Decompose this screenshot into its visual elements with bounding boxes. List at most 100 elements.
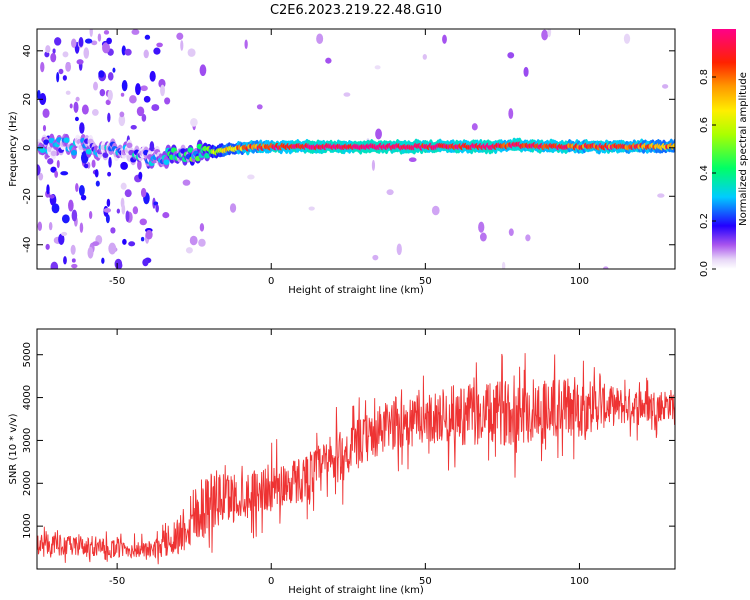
noise-cell [107, 112, 111, 123]
noise-cell [88, 211, 93, 219]
noise-cell [115, 262, 123, 269]
ridge-cell [39, 147, 46, 153]
noise-cell [38, 172, 44, 181]
noise-cell [65, 62, 72, 72]
ridge-cell [204, 152, 211, 159]
snr-x-label: Height of straight line (km) [288, 585, 424, 596]
noise-cell [132, 206, 139, 215]
noise-cell [112, 67, 116, 73]
noise-cell [79, 222, 84, 233]
noise-cell [396, 243, 402, 256]
colorbar-tick-label: 0.6 [699, 117, 710, 133]
noise-cell [386, 189, 394, 196]
noise-cell [442, 34, 447, 44]
noise-cell [422, 54, 427, 60]
noise-cell [189, 235, 198, 246]
noise-cell [162, 212, 170, 219]
spectrogram-cells [37, 29, 675, 269]
spectrogram-y-axis: -40 -20 0 20 40 [22, 44, 675, 253]
x-tick-label: -50 [109, 576, 125, 587]
noise-cell [120, 182, 127, 190]
spectrogram-x-label: Height of straight line (km) [288, 285, 424, 296]
noise-cell [107, 89, 113, 101]
ridge-cell [43, 139, 50, 145]
noise-cell [623, 33, 631, 44]
noise-cell [547, 29, 552, 38]
noise-cell [662, 84, 669, 89]
x-tick-label: -50 [109, 276, 125, 287]
noise-cell [374, 65, 381, 70]
noise-cell [71, 209, 78, 222]
spectrogram-panel: -50 0 50 100 -40 -20 0 20 40 Height of straight… [8, 28, 676, 296]
noise-cell [160, 84, 165, 97]
noise-cell [125, 210, 130, 222]
noise-cell [541, 29, 549, 41]
noise-cell [375, 128, 382, 140]
noise-cell [68, 199, 74, 212]
spectrogram-x-axis: -50 0 50 100 [109, 29, 589, 287]
colorbar-gradient [712, 29, 736, 269]
noise-cell [106, 198, 111, 207]
noise-cell [56, 72, 60, 83]
noise-cell [199, 223, 205, 232]
noise-cell [371, 159, 376, 171]
noise-cell [142, 258, 149, 267]
noise-cell [101, 257, 105, 264]
noise-cell [37, 164, 41, 176]
noise-cell [75, 183, 79, 192]
noise-cell [45, 243, 50, 250]
ridge-cell [672, 143, 675, 149]
noise-cell [155, 204, 159, 213]
colorbar: 0.0 0.2 0.4 0.6 0.8 Normalized spectral ampl… [699, 29, 749, 277]
noise-cell [47, 158, 54, 165]
figure-title: C2E6.2023.219.22.48.G10 [270, 3, 442, 18]
colorbar-label: Normalized spectral amplitude [738, 72, 749, 226]
noise-cell [124, 48, 132, 56]
y-tick-label: 0 [22, 145, 33, 151]
noise-cell [91, 159, 96, 168]
noise-cell [63, 256, 67, 265]
noise-cell [58, 233, 65, 245]
noise-cell [141, 114, 147, 122]
snr-x-axis: -50 0 50 100 [109, 329, 589, 587]
noise-cell [190, 117, 198, 127]
noise-cell [70, 244, 76, 255]
ridge-cell [70, 149, 77, 156]
noise-cell [507, 52, 515, 59]
spectrogram-marks [37, 29, 675, 269]
noise-cell [187, 48, 196, 57]
colorbar-tick-label: 0.4 [699, 165, 710, 181]
noise-cell [65, 90, 71, 95]
noise-cell [69, 103, 73, 109]
ridge-cell [102, 152, 109, 158]
ridge-cell [63, 137, 70, 143]
snr-panel: -50 0 50 100 1000 2000 3000 4000 5000 Height of… [8, 328, 676, 596]
noise-cell [501, 261, 506, 269]
noise-cell [121, 203, 126, 215]
noise-cell [138, 171, 143, 180]
noise-cell [92, 241, 100, 247]
noise-cell [523, 66, 529, 77]
noise-cell [135, 83, 141, 96]
y-tick-label: 2000 [22, 471, 33, 496]
noise-cell [199, 64, 207, 77]
noise-cell [229, 203, 237, 213]
noise-cell [50, 166, 57, 173]
noise-cell [81, 104, 89, 115]
noise-cell [372, 254, 379, 261]
noise-cell [103, 207, 112, 213]
noise-cell [107, 171, 112, 177]
noise-cell [139, 218, 147, 226]
noise-cell [121, 80, 128, 92]
snr-marks [37, 353, 675, 565]
ridge-cell [187, 147, 194, 153]
spectrogram-frame [36, 28, 676, 270]
noise-cell [116, 208, 121, 214]
noise-cell [97, 33, 102, 42]
noise-cell [244, 39, 248, 50]
noise-cell [103, 30, 110, 35]
noise-cell [54, 37, 62, 46]
noise-cell [471, 123, 478, 131]
noise-cell [479, 232, 487, 242]
noise-cell [76, 59, 84, 65]
